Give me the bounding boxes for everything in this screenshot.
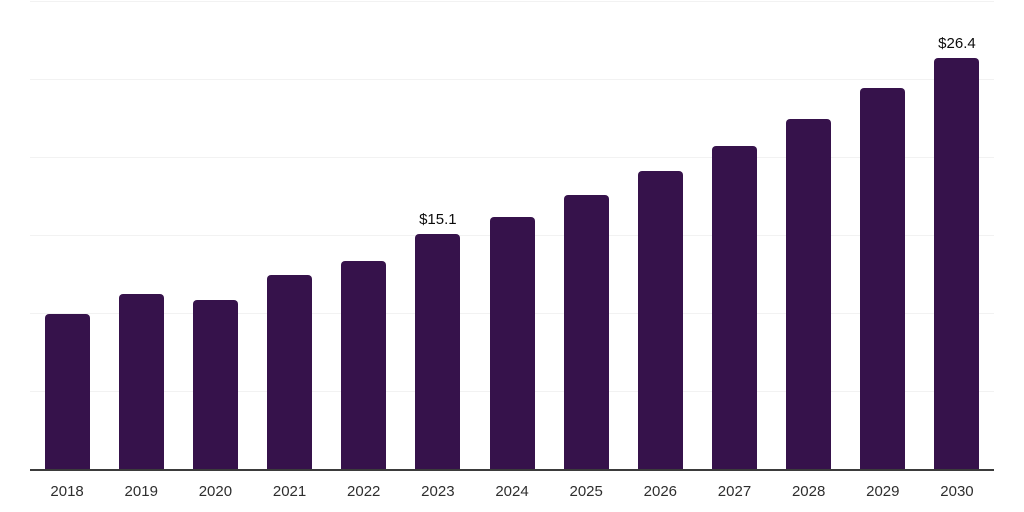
bar-value-label-2030: $26.4 xyxy=(938,35,976,53)
bar-slot-2027 xyxy=(697,0,771,470)
bar-slot-2025 xyxy=(549,0,623,470)
bar-2027 xyxy=(711,145,757,470)
bar-2023 xyxy=(415,234,461,470)
x-tick-2018: 2018 xyxy=(50,483,84,500)
bar-2020 xyxy=(192,300,238,470)
bar-value-label-2023: $15.1 xyxy=(419,211,457,229)
x-tick-2021: 2021 xyxy=(272,483,307,500)
x-tick-2029: 2029 xyxy=(866,483,900,500)
x-tick-2028: 2028 xyxy=(791,483,826,500)
bar-slot-2020 xyxy=(178,0,252,470)
bar-2021 xyxy=(267,275,313,470)
bar-slot-2023: $15.1 xyxy=(401,0,475,470)
bars-container: $15.1 $26.4 xyxy=(30,0,994,470)
bar-slot-2028 xyxy=(772,0,846,470)
gridline-25 xyxy=(30,79,994,80)
bar-slot-2024 xyxy=(475,0,549,470)
x-tick-2025: 2025 xyxy=(569,483,603,500)
bar-2022 xyxy=(341,261,387,470)
x-tick-2020: 2020 xyxy=(198,483,233,500)
x-tick-2022: 2022 xyxy=(347,483,381,500)
gridline-30 xyxy=(30,1,994,2)
bar-2024 xyxy=(489,217,535,470)
bar-slot-2018 xyxy=(30,0,104,470)
bar-2026 xyxy=(637,170,683,470)
x-tick-2026: 2026 xyxy=(643,483,678,500)
bar-slot-2026 xyxy=(623,0,697,470)
bar-2028 xyxy=(786,119,832,470)
bar-2029 xyxy=(860,87,906,470)
bar-2025 xyxy=(563,195,609,470)
bar-2018 xyxy=(44,314,90,470)
bar-slot-2029 xyxy=(846,0,920,470)
x-tick-2023: 2023 xyxy=(421,483,455,500)
gridline-20 xyxy=(30,157,994,158)
x-tick-2024: 2024 xyxy=(495,483,529,500)
bar-slot-2021 xyxy=(252,0,326,470)
plot-area: $15.1 $26.4 xyxy=(30,0,994,471)
x-tick-2030: 2030 xyxy=(940,483,974,500)
x-tick-2027: 2027 xyxy=(717,483,752,500)
x-axis-line xyxy=(30,469,994,471)
bar-2019 xyxy=(118,293,164,470)
bar-slot-2030: $26.4 xyxy=(920,0,994,470)
x-axis-tick-labels: 2018 2019 2020 2021 2022 2023 2024 2025 2026 2027… xyxy=(30,472,994,499)
x-tick-2019: 2019 xyxy=(124,483,158,500)
bar-slot-2022 xyxy=(327,0,401,470)
bar-2030 xyxy=(934,58,980,470)
bar-slot-2019 xyxy=(104,0,178,470)
